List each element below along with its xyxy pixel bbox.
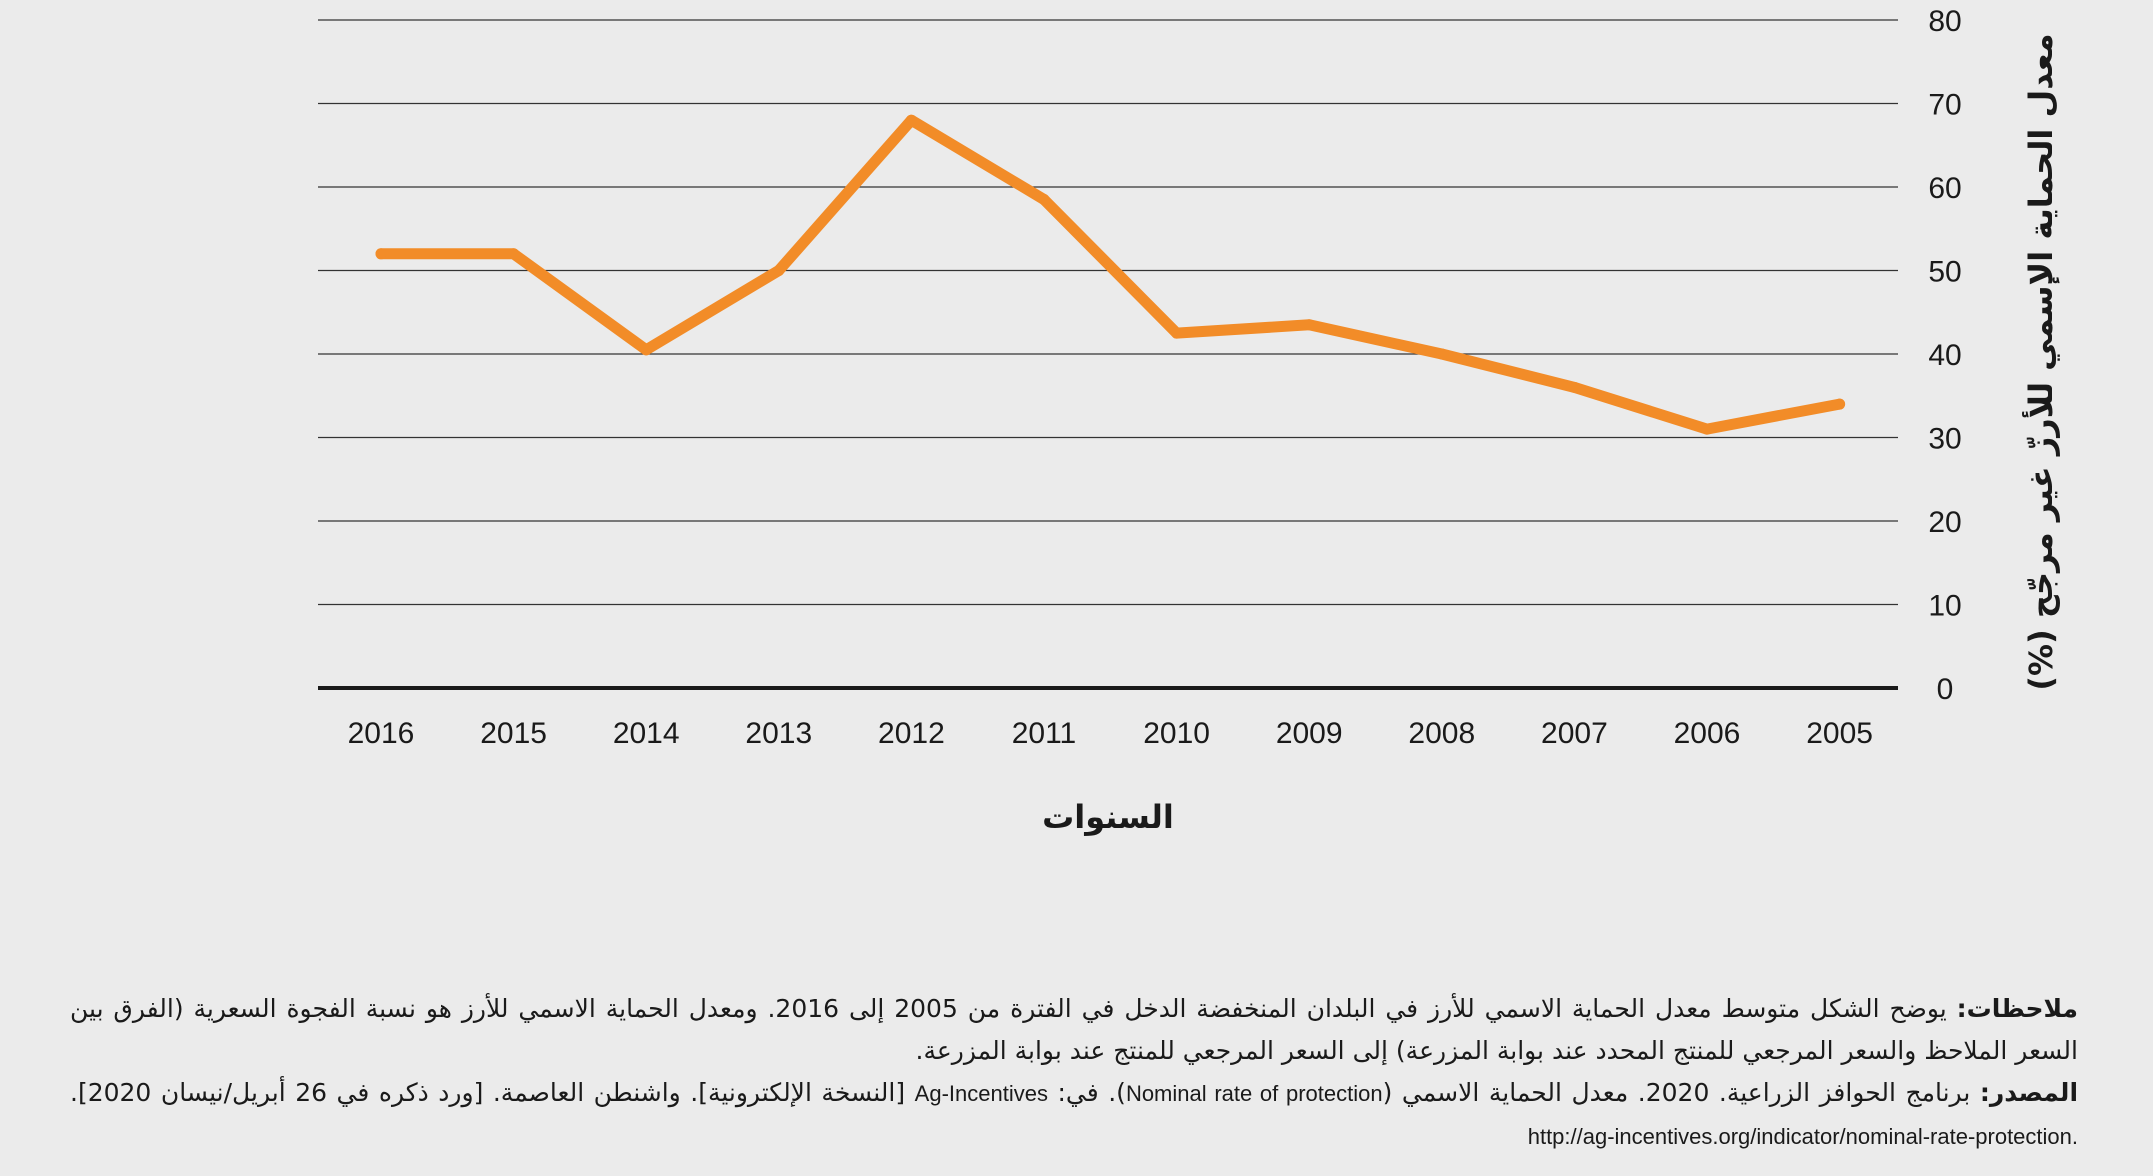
data-point-2005: [1834, 398, 1846, 410]
data-point-2013: [773, 265, 785, 276]
y-tick-label: 30: [1928, 423, 1961, 456]
y-tick-label: 70: [1928, 89, 1961, 122]
y-tick-labels: 0 10 20 30 40 50 60 70 80: [1928, 5, 1961, 706]
source-text-3: [النسخة الإلكترونية]. واشنطن العاصمة. [و…: [70, 1078, 915, 1107]
data-point-2011: [1038, 194, 1050, 206]
x-tick-label: 2012: [878, 717, 945, 750]
x-tick-label: 2011: [1012, 717, 1077, 750]
data-point-2015: [508, 248, 520, 260]
y-tick-label: 20: [1928, 506, 1961, 539]
x-tick-label: 2005: [1806, 717, 1873, 750]
data-point-2008: [1436, 348, 1448, 360]
x-tick-label: 2016: [348, 717, 415, 750]
notes-paragraph: ملاحظات: يوضح الشكل متوسط معدل الحماية ا…: [70, 988, 2078, 1072]
x-axis-title: السنوات: [1042, 798, 1174, 836]
x-tick-label: 2013: [745, 717, 812, 750]
data-point-2010: [1171, 327, 1183, 339]
data-point-2006: [1701, 423, 1713, 435]
x-tick-label: 2007: [1541, 717, 1608, 750]
footnotes: ملاحظات: يوضح الشكل متوسط معدل الحماية ا…: [70, 988, 2078, 1158]
y-tick-label: 60: [1928, 172, 1961, 205]
source-ag-incentives: Ag-Incentives: [914, 1081, 1048, 1106]
source-label: المصدر:: [1979, 1078, 2079, 1107]
y-tick-label: 10: [1928, 590, 1961, 623]
y-tick-label: 40: [1928, 339, 1961, 372]
data-point-2014: [640, 344, 652, 356]
source-text-1: برنامج الحوافز الزراعية. 2020. معدل الحم…: [1382, 1078, 1980, 1107]
source-nominal-rate: Nominal rate of protection: [1125, 1081, 1383, 1106]
y-tick-label: 0: [1937, 673, 1954, 706]
data-point-2016: [375, 248, 387, 260]
x-tick-label: 2006: [1674, 717, 1741, 750]
grid-lines: [318, 19, 1898, 606]
data-point-2009: [1303, 319, 1315, 331]
y-tick-label: 50: [1928, 256, 1961, 289]
source-text-2: ). في:: [1047, 1078, 1126, 1107]
x-tick-label: 2010: [1143, 717, 1210, 750]
series-line-rice-nrp: [375, 114, 1846, 435]
source-url-link[interactable]: http://ag-incentives.org/indicator/nomin…: [1527, 1124, 2078, 1149]
data-points: [375, 114, 1846, 435]
x-tick-labels: 2016 2015 2014 2013 2012 2011 2010 2009 2008 2007…: [348, 717, 1873, 750]
x-tick-label: 2014: [613, 717, 680, 750]
y-tick-label: 80: [1928, 5, 1961, 38]
y-axis-title: معدل الحماية الإسمي للأرزّ غير مرجّح (%): [2021, 33, 2060, 690]
data-point-2012: [905, 114, 917, 126]
x-tick-label: 2008: [1408, 717, 1475, 750]
data-point-2007: [1568, 381, 1580, 393]
notes-text: يوضح الشكل متوسط معدل الحماية الاسمي للأ…: [70, 994, 2078, 1065]
source-paragraph: المصدر: برنامج الحوافز الزراعية. 2020. م…: [70, 1072, 2078, 1158]
x-tick-label: 2009: [1276, 717, 1343, 750]
notes-label: ملاحظات:: [1956, 994, 2078, 1023]
x-tick-label: 2015: [480, 717, 547, 750]
